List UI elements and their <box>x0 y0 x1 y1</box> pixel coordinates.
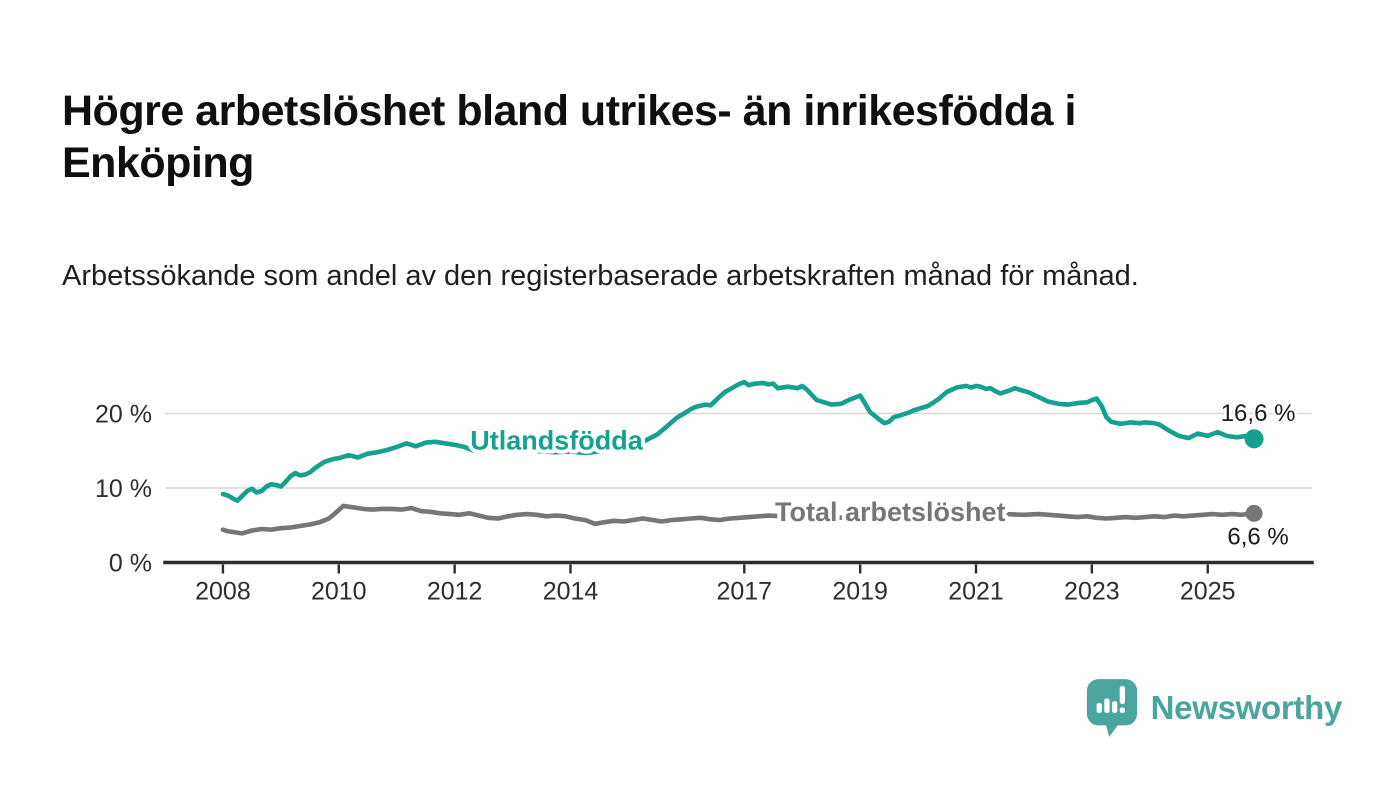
logo-exclamation-dot <box>1119 707 1125 713</box>
chart-title: Högre arbetslöshet bland utrikes- än inr… <box>62 86 1076 188</box>
series-label-utlandsfodda: Utlandsfödda <box>470 425 643 455</box>
end-dot-total <box>1245 504 1263 522</box>
series-line-utlandsfodda <box>220 379 1257 504</box>
y-axis-tick-label: 0 % <box>109 550 152 578</box>
series-line-total <box>220 503 1257 536</box>
x-axis-tick-label: 2010 <box>311 578 367 606</box>
chart-subtitle: Arbetssökande som andel av den registerb… <box>62 260 1139 292</box>
x-axis-tick-label: 2014 <box>543 578 599 606</box>
x-axis-tick-label: 2019 <box>832 578 888 606</box>
x-axis-tick-label: 2017 <box>716 578 772 606</box>
logo-exclamation-bar <box>1119 685 1125 705</box>
end-dot-utlandsfodda <box>1244 429 1264 449</box>
y-axis-tick-label: 10 % <box>95 475 152 503</box>
end-value-label-utlandsfodda: 16,6 % <box>1221 400 1296 427</box>
newsworthy-brand: Newsworthy <box>1085 677 1342 739</box>
logo-bar-2 <box>1103 698 1110 713</box>
newsworthy-logo-icon <box>1086 679 1137 737</box>
x-axis-tick-label: 2025 <box>1180 578 1236 606</box>
x-axis-tick-label: 2023 <box>1064 578 1120 606</box>
logo-bar-1 <box>1096 703 1102 713</box>
x-axis-tick-label: 2012 <box>427 578 483 606</box>
end-value-label-total: 6,6 % <box>1227 523 1288 550</box>
x-axis-tick-label: 2008 <box>195 578 251 606</box>
x-axis-tick-label: 2021 <box>948 578 1004 606</box>
logo-bar-3 <box>1111 701 1117 713</box>
newsworthy-wordmark: Newsworthy <box>1150 689 1343 726</box>
y-axis-tick-label: 20 % <box>95 401 152 429</box>
series-label-total: Total arbetslöshet <box>775 497 1006 527</box>
